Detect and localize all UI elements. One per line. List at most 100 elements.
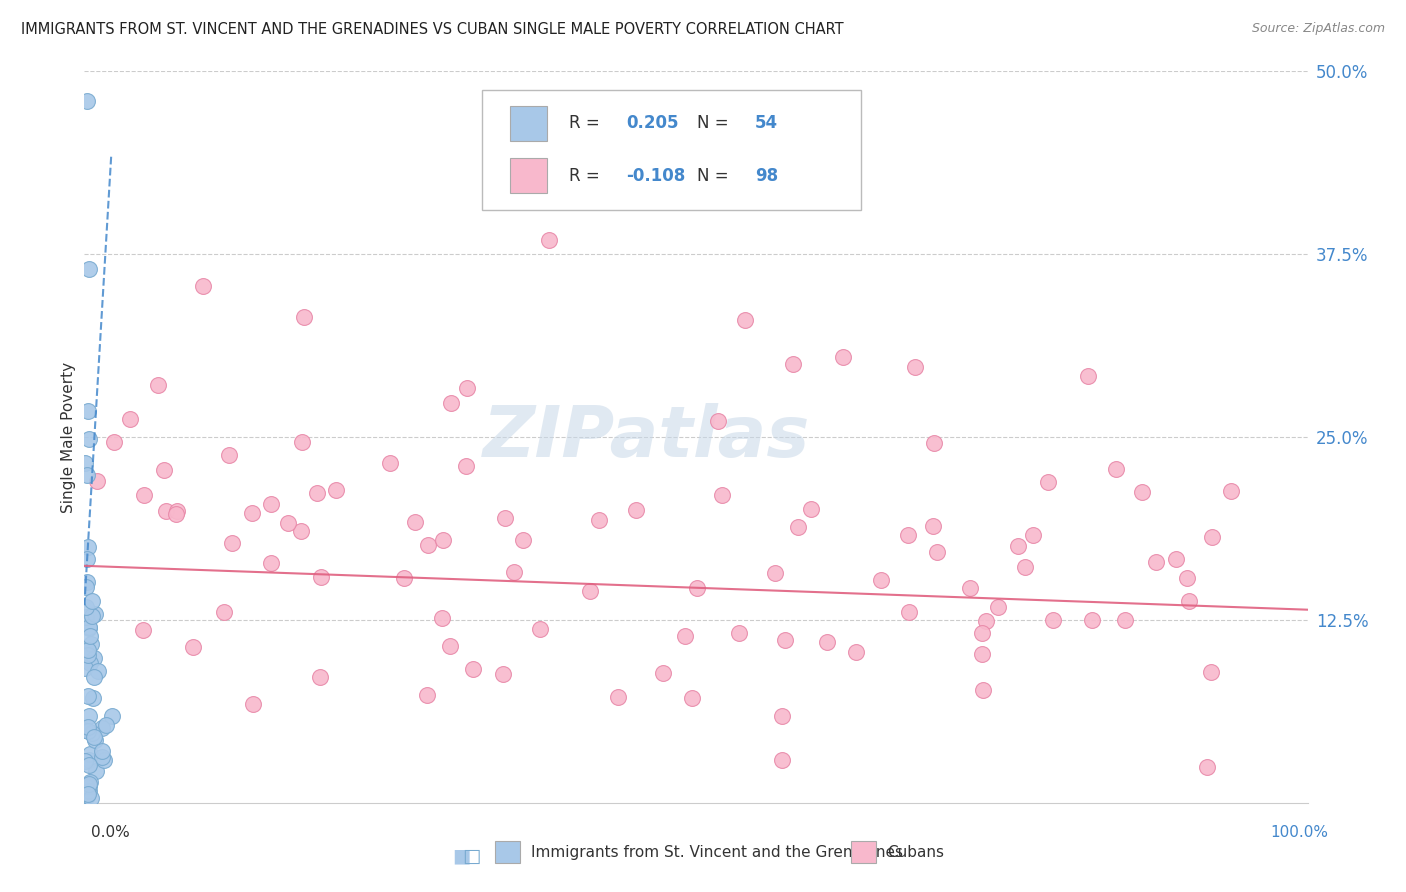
Point	[897, 606, 920, 620]
Point	[1175, 571, 1198, 585]
Point	[711, 488, 734, 502]
Point	[681, 690, 703, 705]
Point	[79, 791, 101, 805]
Point	[240, 506, 263, 520]
FancyBboxPatch shape	[482, 90, 860, 211]
Text: 0.0%: 0.0%	[91, 825, 131, 840]
Point	[831, 350, 853, 364]
Point	[734, 313, 756, 327]
Point	[291, 435, 314, 450]
Point	[91, 750, 114, 764]
Point	[77, 780, 100, 794]
Point	[1038, 475, 1060, 490]
Point	[1080, 613, 1102, 627]
Point	[775, 632, 797, 647]
Point	[922, 519, 945, 533]
Point	[76, 551, 98, 566]
Point	[1077, 368, 1099, 383]
Point	[79, 432, 101, 446]
Point	[770, 708, 793, 723]
Point	[214, 605, 236, 619]
Point	[538, 233, 561, 247]
Point	[456, 381, 478, 395]
Point	[416, 688, 439, 702]
Point	[84, 764, 107, 779]
Point	[101, 709, 124, 723]
Point	[77, 784, 100, 798]
Point	[96, 718, 118, 732]
Point	[987, 599, 1010, 614]
Point	[439, 639, 461, 653]
Point	[132, 624, 155, 638]
Point	[77, 621, 100, 635]
Text: ■: ■	[453, 847, 471, 866]
Point	[1220, 484, 1243, 499]
Point	[292, 310, 315, 325]
Point	[79, 774, 101, 789]
Point	[626, 503, 648, 517]
Point	[103, 434, 125, 449]
Text: Source: ZipAtlas.com: Source: ZipAtlas.com	[1251, 22, 1385, 36]
Point	[432, 533, 454, 547]
Point	[77, 689, 100, 703]
Point	[503, 566, 526, 580]
Point	[75, 599, 97, 614]
Point	[91, 721, 114, 735]
Point	[76, 723, 98, 738]
Point	[218, 448, 240, 462]
Text: 98: 98	[755, 167, 778, 185]
Point	[578, 583, 600, 598]
Point	[79, 747, 101, 761]
Point	[77, 403, 100, 417]
Text: 54: 54	[755, 114, 778, 132]
Point	[221, 535, 243, 549]
Point	[1195, 760, 1218, 774]
Point	[959, 581, 981, 595]
Point	[976, 615, 998, 629]
Point	[82, 690, 104, 705]
Point	[80, 594, 103, 608]
Point	[134, 488, 156, 502]
Point	[378, 456, 401, 470]
Point	[181, 640, 204, 654]
Point	[193, 279, 215, 293]
Point	[75, 754, 97, 768]
Point	[772, 754, 794, 768]
Point	[817, 635, 839, 649]
Point	[970, 626, 993, 640]
Point	[166, 504, 188, 518]
Point	[1105, 462, 1128, 476]
Point	[79, 753, 101, 767]
Point	[325, 483, 347, 497]
Point	[456, 459, 478, 474]
Text: 100.0%: 100.0%	[1271, 825, 1329, 840]
Point	[651, 665, 673, 680]
Text: N =: N =	[697, 167, 734, 185]
Point	[77, 788, 100, 802]
Point	[76, 574, 98, 589]
Point	[707, 414, 730, 428]
Text: Cubans: Cubans	[887, 846, 945, 860]
Point	[430, 611, 453, 625]
Text: N =: N =	[697, 114, 734, 132]
Point	[76, 541, 98, 555]
Point	[1130, 484, 1153, 499]
Point	[79, 709, 101, 723]
Point	[588, 513, 610, 527]
Point	[1178, 593, 1201, 607]
Point	[1144, 555, 1167, 569]
Point	[896, 528, 918, 542]
Point	[73, 456, 96, 470]
Point	[83, 731, 105, 745]
Point	[77, 758, 100, 772]
Point	[512, 533, 534, 547]
Point	[418, 538, 440, 552]
Point	[970, 648, 993, 662]
Point	[82, 726, 104, 740]
Point	[155, 503, 177, 517]
Point	[529, 622, 551, 636]
Point	[86, 665, 108, 679]
Point	[870, 573, 893, 587]
Point	[1114, 613, 1136, 627]
Point	[84, 607, 107, 622]
